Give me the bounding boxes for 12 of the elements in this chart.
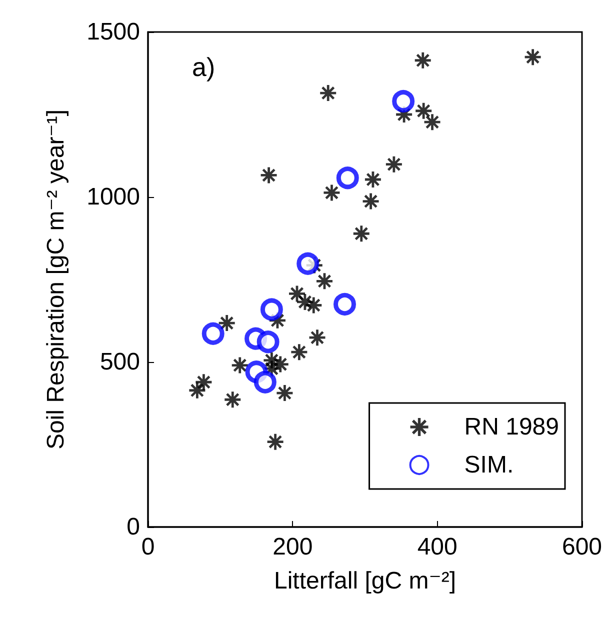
y-tick-label: 0: [126, 514, 140, 540]
y-axis-title: Soil Respiration [gC m⁻² year⁻¹]: [42, 109, 70, 450]
x-tick-label: 400: [417, 534, 458, 560]
legend-label: SIM.: [464, 452, 514, 478]
annotation: a): [192, 52, 216, 82]
x-tick-label: 200: [272, 534, 313, 560]
x-tick-label: 600: [562, 534, 602, 560]
y-tick-label: 1000: [86, 184, 140, 210]
y-tick-label: 500: [100, 348, 140, 376]
y-tick-label: 1500: [86, 18, 140, 46]
x-axis-title: Litterfall [gC m⁻²]: [274, 568, 456, 594]
legend-label: RN 1989: [464, 414, 560, 440]
